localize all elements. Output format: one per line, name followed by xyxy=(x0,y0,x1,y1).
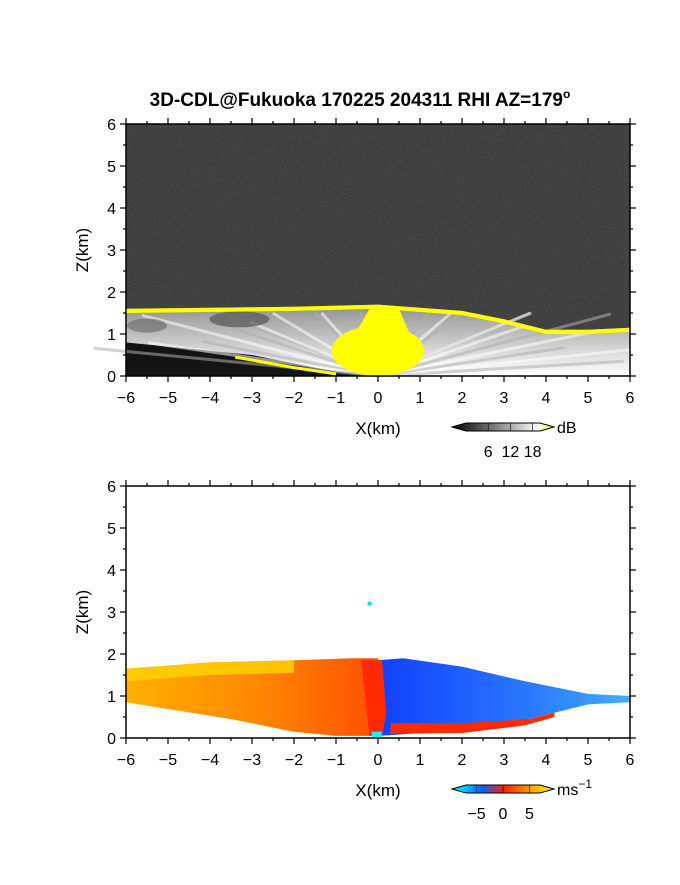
dark-patch xyxy=(127,318,167,333)
y-tick-label: 2 xyxy=(107,647,116,664)
y-tick-label: 1 xyxy=(107,327,116,344)
x-tick-label: 1 xyxy=(416,390,425,407)
ground-trace xyxy=(234,355,337,376)
colorbar-tick-label: 5 xyxy=(525,806,534,823)
y-tick-label: 0 xyxy=(107,731,116,748)
x-tick-label: 3 xyxy=(500,390,509,407)
x-tick-label: −5 xyxy=(159,390,177,407)
y-tick-label: 3 xyxy=(107,605,116,622)
y-tick-label: 5 xyxy=(107,159,116,176)
y-tick-label: 5 xyxy=(107,521,116,538)
colorbar-tick-label: 6 xyxy=(484,444,493,461)
x-tick-label: −3 xyxy=(243,390,261,407)
x-tick-label: 0 xyxy=(374,390,383,407)
y-tick-label: 0 xyxy=(107,369,116,386)
title-degree: o xyxy=(563,87,570,101)
x-axis-label: X(km) xyxy=(355,781,400,800)
colorbar-velocity: ms−1 −5 0 5 xyxy=(450,777,592,823)
colorbar-unit: ms−1 xyxy=(557,777,592,799)
y-axis-label: Z(km) xyxy=(73,228,92,272)
x-tick-label: −6 xyxy=(117,752,135,769)
y-tick-label: 4 xyxy=(107,563,116,580)
radial-streak xyxy=(93,346,379,378)
colorbar-tick-label: −5 xyxy=(467,806,485,823)
x-tick-label: −3 xyxy=(243,752,261,769)
x-tick-label: 1 xyxy=(416,752,425,769)
radial-streak xyxy=(377,346,564,378)
negative-velocity-region xyxy=(378,658,630,736)
colorbar-bar xyxy=(450,422,556,432)
x-tick-label: 5 xyxy=(584,390,593,407)
y-tick-label: 3 xyxy=(107,243,116,260)
x-tick-label: 2 xyxy=(458,752,467,769)
colorbar-tick-label: 18 xyxy=(524,444,542,461)
y-tick-label: 4 xyxy=(107,201,116,218)
upper-fringe xyxy=(126,660,294,682)
radial-streak xyxy=(148,341,379,378)
positive-velocity-region xyxy=(126,658,378,736)
x-tick-label: −1 xyxy=(327,390,345,407)
colorbar-tick-label: 12 xyxy=(502,444,520,461)
velocity-field xyxy=(126,601,630,738)
isolated-point xyxy=(367,601,372,606)
x-tick-label: −2 xyxy=(285,390,303,407)
x-tick-label: 3 xyxy=(500,752,509,769)
x-tick-label: 6 xyxy=(626,752,635,769)
x-tick-label: −2 xyxy=(285,752,303,769)
radial-streak xyxy=(141,313,379,378)
colorbar-backscatter: dB 6 12 18 xyxy=(450,420,577,461)
x-tick-label: 5 xyxy=(584,752,593,769)
radial-streak xyxy=(377,330,593,378)
y-tick-label: 6 xyxy=(107,117,116,134)
y-tick-label: 2 xyxy=(107,285,116,302)
velocity-panel: −6 −5 −4 −3 −2 −1 0 1 2 3 4 5 6 0 1 2 3 4 5 6 X(km) Z(km) m… xyxy=(73,479,636,823)
lower-positive-band xyxy=(390,712,555,734)
figure-title: 3D-CDL@Fukuoka 170225 204311 RHI AZ=179o xyxy=(150,87,571,111)
x-tick-label: −6 xyxy=(117,390,135,407)
backscatter-field xyxy=(93,304,661,378)
x-tick-label: 4 xyxy=(542,390,551,407)
colorbar-tick-label: 0 xyxy=(499,806,508,823)
y-axis-label: Z(km) xyxy=(73,590,92,634)
x-tick-label: 2 xyxy=(458,390,467,407)
high-return-plume xyxy=(352,308,412,339)
radial-streak xyxy=(377,359,624,378)
layer-top-edge xyxy=(126,304,630,334)
x-tick-label: −4 xyxy=(201,752,219,769)
radial-streak xyxy=(377,345,661,378)
central-shear-strip xyxy=(361,660,387,736)
y-tick-label: 6 xyxy=(107,479,116,496)
x-tick-label: 4 xyxy=(542,752,551,769)
x-tick-label: 0 xyxy=(374,752,383,769)
radial-streak xyxy=(377,312,612,378)
colorbar-unit: dB xyxy=(557,420,577,437)
x-axis-label: X(km) xyxy=(355,419,400,438)
near-ground-cell xyxy=(371,731,382,738)
x-tick-label: 6 xyxy=(626,390,635,407)
y-tick-label: 1 xyxy=(107,689,116,706)
x-tick-label: −1 xyxy=(327,752,345,769)
x-tick-label: −4 xyxy=(201,390,219,407)
dark-patch xyxy=(209,311,270,328)
x-tick-label: −5 xyxy=(159,752,177,769)
